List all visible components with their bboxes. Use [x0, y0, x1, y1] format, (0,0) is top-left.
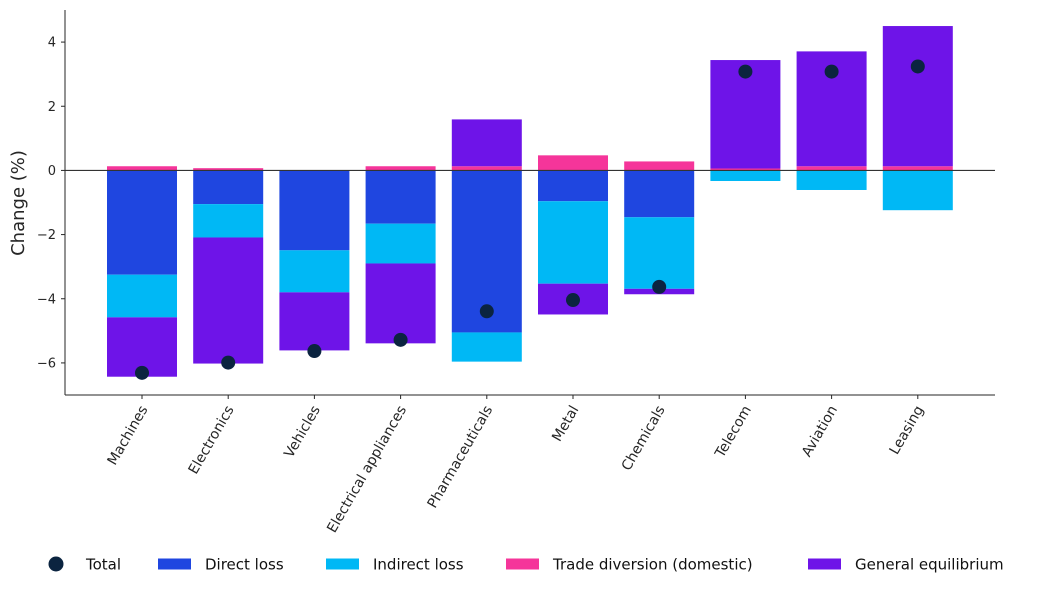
bar-leasing-general-equilibrium — [882, 26, 953, 167]
bar-chemicals-trade-diversion-domestic — [624, 161, 695, 171]
legend-swatch-general-equilibrium — [808, 558, 841, 570]
y-axis-title: Change (%) — [8, 150, 29, 256]
legend-label: General equilibrium — [855, 556, 1004, 574]
x-ticks: Machines Electronics Vehicles Electrical ap… — [105, 395, 928, 536]
bar-pharmaceuticals-indirect-loss — [451, 332, 522, 362]
x-tick-label-machines: Machines — [105, 403, 152, 468]
x-tick-label-aviation: Aviation — [799, 403, 841, 460]
legend-item-total: Total — [48, 556, 121, 574]
bar-electrical-appliances-trade-diversion-domestic — [365, 166, 436, 171]
y-ticks: −6 −4 −2 0 2 4 — [37, 36, 65, 371]
legend-item-general-equilibrium: General equilibrium — [808, 556, 1004, 574]
bar-electronics-general-equilibrium — [193, 237, 264, 364]
legend: Total Direct loss Indirect loss Trade diver… — [48, 556, 1004, 574]
total-marker-electrical-appliances — [393, 332, 408, 347]
y-tick-label: 0 — [48, 164, 56, 179]
x-tick-label-chemicals: Chemicals — [619, 403, 669, 474]
x-tick-label-pharmaceuticals: Pharmaceuticals — [425, 403, 497, 511]
bar-vehicles-direct-loss — [279, 170, 350, 251]
x-tick-label-vehicles: Vehicles — [281, 403, 324, 461]
legend-label: Total — [85, 556, 121, 574]
total-marker-vehicles — [307, 344, 322, 359]
total-markers-layer — [135, 59, 925, 380]
bar-chemicals-direct-loss — [624, 170, 695, 218]
total-marker-metal — [566, 293, 580, 308]
bar-electronics-indirect-loss — [193, 204, 264, 238]
legend-swatch-total — [48, 556, 64, 572]
bar-machines-indirect-loss — [107, 274, 177, 318]
total-marker-leasing — [910, 59, 925, 74]
bar-electronics-trade-diversion-domestic — [193, 168, 264, 171]
bar-metal-direct-loss — [538, 170, 608, 202]
bar-vehicles-indirect-loss — [279, 250, 350, 293]
bar-metal-indirect-loss — [538, 201, 608, 284]
x-tick-label-telecom: Telecom — [712, 403, 755, 461]
legend-label: Direct loss — [205, 556, 284, 574]
legend-item-direct-loss: Direct loss — [158, 556, 284, 574]
bar-vehicles-general-equilibrium — [279, 292, 350, 351]
bars-layer — [107, 26, 953, 377]
y-tick-label: −2 — [37, 228, 56, 243]
bar-electrical-appliances-general-equilibrium — [365, 263, 436, 344]
bar-pharmaceuticals-trade-diversion-domestic — [451, 166, 522, 171]
bar-telecom-indirect-loss — [710, 170, 781, 182]
legend-label: Trade diversion (domestic) — [552, 556, 753, 574]
bar-chemicals-indirect-loss — [624, 217, 695, 289]
bar-aviation-indirect-loss — [796, 170, 867, 190]
x-tick-label-electrical-appliances: Electrical appliances — [324, 403, 410, 536]
bar-electrical-appliances-indirect-loss — [365, 223, 436, 264]
total-marker-machines — [135, 365, 149, 380]
legend-swatch-trade-diversion-domestic — [506, 558, 539, 570]
bar-telecom-trade-diversion-domestic — [710, 168, 781, 171]
legend-item-indirect-loss: Indirect loss — [326, 556, 464, 574]
x-tick-label-electronics: Electronics — [186, 403, 238, 477]
bar-machines-direct-loss — [107, 170, 177, 275]
legend-swatch-indirect-loss — [326, 558, 359, 570]
y-tick-label: −4 — [37, 292, 56, 307]
y-tick-label: −6 — [37, 356, 56, 371]
total-marker-pharmaceuticals — [479, 304, 494, 319]
bar-pharmaceuticals-general-equilibrium — [451, 119, 522, 167]
total-marker-telecom — [738, 64, 753, 79]
total-marker-electronics — [221, 355, 236, 370]
bar-aviation-trade-diversion-domestic — [796, 166, 867, 171]
total-marker-aviation — [824, 64, 839, 79]
bar-metal-trade-diversion-domestic — [538, 155, 608, 171]
x-tick-label-leasing: Leasing — [887, 403, 928, 458]
bar-machines-trade-diversion-domestic — [107, 166, 177, 171]
total-marker-chemicals — [652, 279, 667, 294]
bar-leasing-indirect-loss — [882, 170, 953, 211]
bar-electrical-appliances-direct-loss — [365, 170, 436, 224]
x-tick-label-metal: Metal — [549, 403, 582, 444]
bar-electronics-direct-loss — [193, 170, 264, 205]
legend-swatch-direct-loss — [158, 558, 191, 570]
y-tick-label: 2 — [48, 100, 56, 115]
legend-item-trade-diversion-domestic: Trade diversion (domestic) — [506, 556, 753, 574]
bar-leasing-trade-diversion-domestic — [882, 166, 953, 171]
legend-label: Indirect loss — [373, 556, 464, 574]
y-tick-label: 4 — [48, 36, 56, 51]
axes — [64, 10, 995, 396]
